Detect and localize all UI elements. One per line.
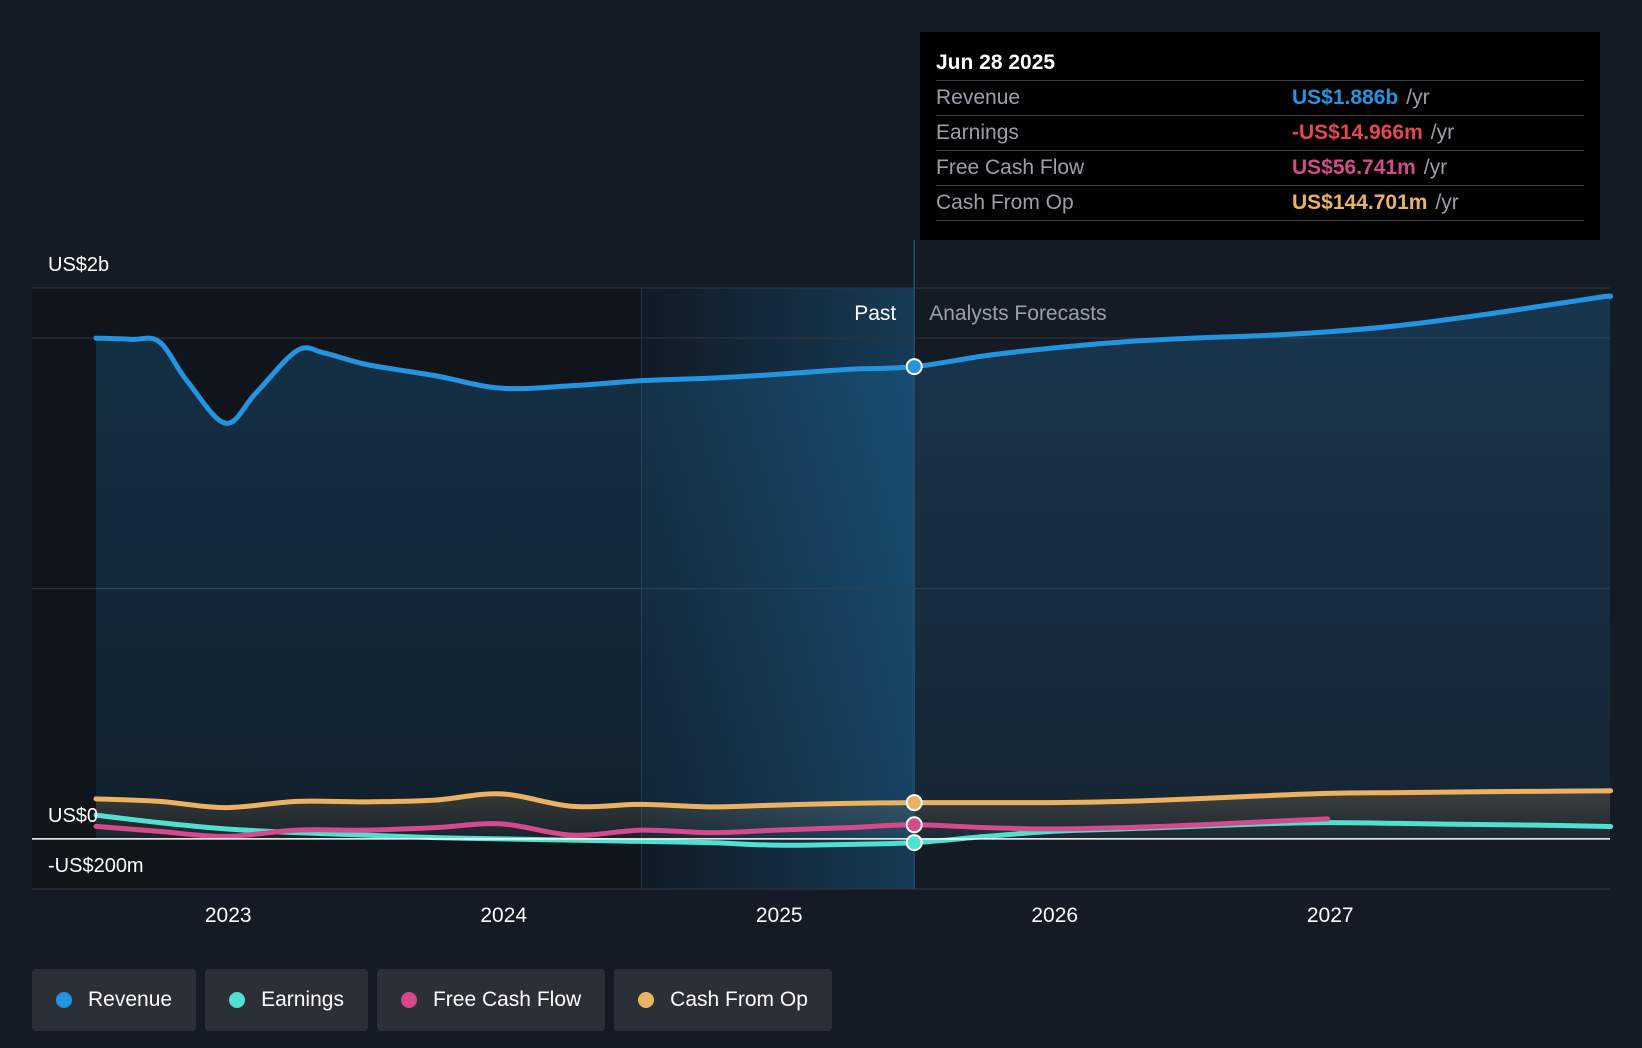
x-tick-label: 2027 xyxy=(1307,904,1354,927)
x-tick-label: 2023 xyxy=(205,904,252,927)
tooltip-unit: /yr xyxy=(1435,191,1459,214)
marker-cash-from-op xyxy=(905,794,923,812)
tooltip-row-cash-from-op: Cash From Op US$144.701m /yr xyxy=(936,185,1584,221)
y-axis-labels: US$2b US$0 -US$200m xyxy=(48,254,144,877)
tooltip-unit: /yr xyxy=(1406,86,1430,109)
x-tick-label: 2024 xyxy=(480,904,527,927)
x-axis-ticks: 2023 2024 2025 2026 2027 xyxy=(205,904,1354,927)
forecast-label: Analysts Forecasts xyxy=(929,302,1106,325)
tooltip-value: -US$14.966m xyxy=(1292,121,1423,144)
legend-item-cash-from-op[interactable]: Cash From Op xyxy=(614,969,832,1031)
y-label-top: US$2b xyxy=(48,254,109,276)
legend-label: Revenue xyxy=(88,988,173,1011)
legend-label: Earnings xyxy=(261,988,344,1011)
legend-dot-icon xyxy=(638,992,655,1008)
past-label: Past xyxy=(854,302,896,325)
tooltip-label: Free Cash Flow xyxy=(936,156,1085,179)
tooltip-row-revenue: Revenue US$1.886b /yr xyxy=(936,80,1584,115)
tooltip: Jun 28 2025 Revenue US$1.886b /yr Earnin… xyxy=(920,32,1600,240)
series-areas xyxy=(96,296,1610,839)
tooltip-label: Revenue xyxy=(936,86,1021,109)
marker-free-cash-flow xyxy=(905,816,923,834)
line-earnings xyxy=(93,812,1614,848)
x-tick-label: 2026 xyxy=(1031,904,1078,927)
tooltip-unit: /yr xyxy=(1423,156,1448,179)
legend-item-earnings[interactable]: Earnings xyxy=(205,969,368,1031)
legend-dot-icon xyxy=(400,992,417,1008)
line-cash-from-op xyxy=(93,788,1614,811)
legend-dot-icon xyxy=(56,992,72,1008)
legend-item-free-cash-flow[interactable]: Free Cash Flow xyxy=(376,969,606,1031)
y-label-bottom: -US$200m xyxy=(48,855,144,877)
tooltip-value: US$1.886b xyxy=(1292,86,1399,109)
tooltip-unit: /yr xyxy=(1430,121,1455,144)
hover-markers xyxy=(905,358,923,852)
tooltip-value: US$56.741m xyxy=(1292,156,1416,179)
tooltip-row-earnings: Earnings -US$14.966m /yr xyxy=(936,115,1584,150)
x-tick-label: 2025 xyxy=(756,904,803,927)
legend: Revenue Earnings Free Cash Flow Cash Fro… xyxy=(32,969,832,1031)
series-lines xyxy=(93,293,1614,848)
legend-item-revenue[interactable]: Revenue xyxy=(32,969,197,1031)
y-label-zero: US$0 xyxy=(48,805,98,827)
tooltip-date: Jun 28 2025 xyxy=(936,51,1056,74)
legend-label: Free Cash Flow xyxy=(432,988,582,1011)
marker-revenue xyxy=(905,358,923,376)
tooltip-label: Cash From Op xyxy=(936,191,1074,214)
line-free-cash-flow xyxy=(93,816,1330,839)
marker-earnings xyxy=(905,834,923,852)
area-revenue xyxy=(96,296,1610,839)
legend-dot-icon xyxy=(229,992,246,1008)
tooltip-value: US$144.701m xyxy=(1292,191,1428,214)
tooltip-label: Earnings xyxy=(936,121,1019,144)
tooltip-row-free-cash-flow: Free Cash Flow US$56.741m /yr xyxy=(936,150,1584,185)
legend-label: Cash From Op xyxy=(670,988,808,1011)
line-revenue xyxy=(93,293,1614,426)
